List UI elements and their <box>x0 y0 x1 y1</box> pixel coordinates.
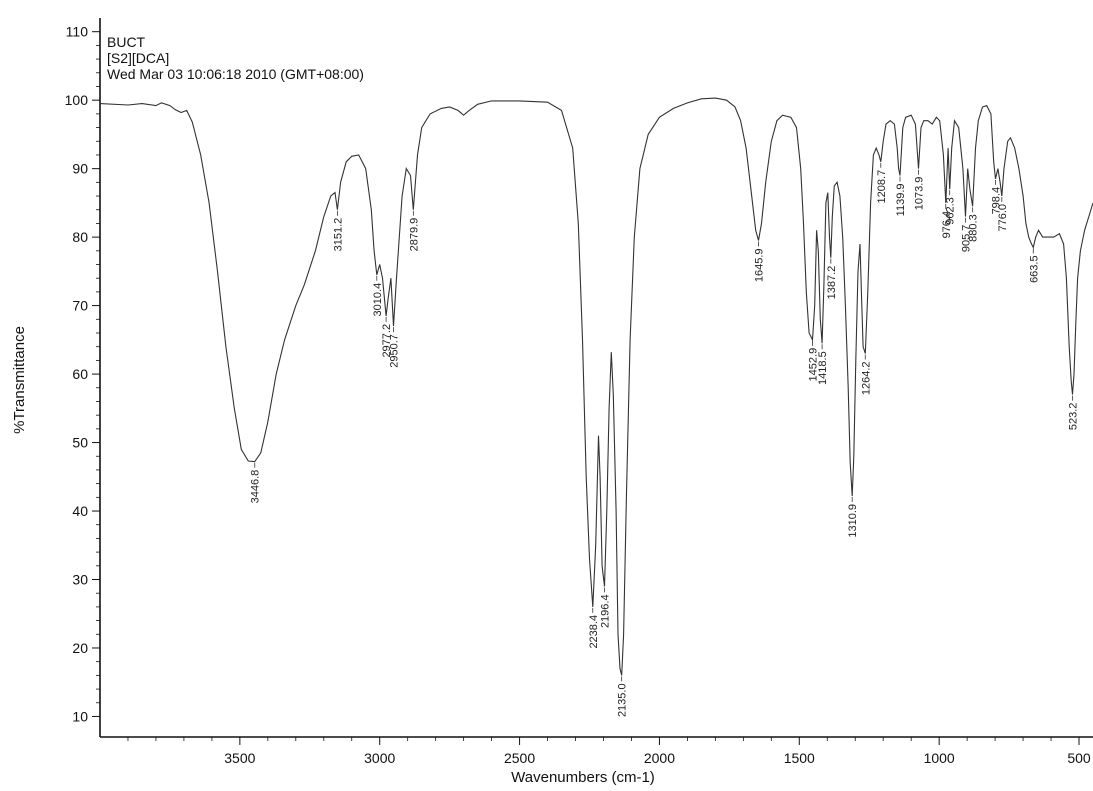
peak-label: 2950.7 <box>389 334 401 368</box>
peak-label: 1452.9 <box>808 348 820 382</box>
peak-label: 663.5 <box>1028 255 1040 283</box>
y-tick-label: 60 <box>72 366 88 382</box>
y-tick-label: 100 <box>65 92 89 108</box>
y-tick-label: 50 <box>72 435 88 451</box>
chart-header: BUCT [S2][DCA] Wed Mar 03 10:06:18 2010 … <box>107 34 364 82</box>
y-tick-label: 30 <box>72 572 88 588</box>
header-line-3: Wed Mar 03 10:06:18 2010 (GMT+08:00) <box>107 66 364 82</box>
y-tick-label: 20 <box>72 640 88 656</box>
peak-label: 3151.2 <box>332 218 344 252</box>
peak-label: 3010.4 <box>372 283 384 317</box>
x-tick-label: 2500 <box>504 750 535 766</box>
peak-label: 962.3 <box>945 197 957 225</box>
peak-label: 2977.2 <box>381 324 393 358</box>
y-tick-label: 70 <box>72 298 88 314</box>
y-tick-label: 90 <box>72 161 88 177</box>
peak-label: 1645.9 <box>754 249 766 283</box>
peak-label: 2879.9 <box>408 218 420 252</box>
peak-label: 1208.7 <box>876 170 888 204</box>
peak-label: 1310.9 <box>847 504 859 538</box>
peak-label: 3446.8 <box>250 470 262 504</box>
y-tick-label: 40 <box>72 503 88 519</box>
peak-label: 1139.9 <box>895 184 907 217</box>
header-line-1: BUCT <box>107 34 146 50</box>
x-tick-label: 1000 <box>924 750 955 766</box>
peak-label: 1264.2 <box>860 362 872 396</box>
chart-axes <box>99 18 1093 738</box>
peak-label: 1387.2 <box>826 266 838 300</box>
y-tick-label: 10 <box>72 708 88 724</box>
x-tick-label: 1500 <box>784 750 815 766</box>
chart-ticks: 10 20 30 40 50 60 70 80 90 100 110 3500 3000 2500 2000… <box>65 24 1091 766</box>
peak-label: 2135.0 <box>617 683 629 717</box>
spectrum-line <box>99 97 1093 676</box>
x-tick-label: 500 <box>1067 750 1091 766</box>
peak-label: 2238.4 <box>588 615 600 649</box>
header-line-2: [S2][DCA] <box>107 50 169 66</box>
peak-label: 976.4 <box>941 211 953 239</box>
peak-label: 1073.9 <box>914 177 926 211</box>
x-tick-label: 3000 <box>364 750 395 766</box>
peak-label: 1418.5 <box>817 351 829 385</box>
y-tick-label: 80 <box>72 229 88 245</box>
peak-label: 798.4 <box>991 187 1003 215</box>
peak-label: 880.3 <box>968 214 980 242</box>
y-axis-title: %Transmittance <box>11 326 28 434</box>
x-tick-label: 3500 <box>224 750 255 766</box>
x-axis-title: Wavenumbers (cm-1) <box>511 769 655 786</box>
peak-label: 2196.4 <box>600 594 612 628</box>
peak-label: 523.2 <box>1068 403 1080 431</box>
x-tick-label: 2000 <box>644 750 675 766</box>
y-tick-label: 110 <box>66 24 89 40</box>
peak-label: 776.0 <box>997 204 1009 232</box>
peak-label: 905.7 <box>961 225 973 253</box>
